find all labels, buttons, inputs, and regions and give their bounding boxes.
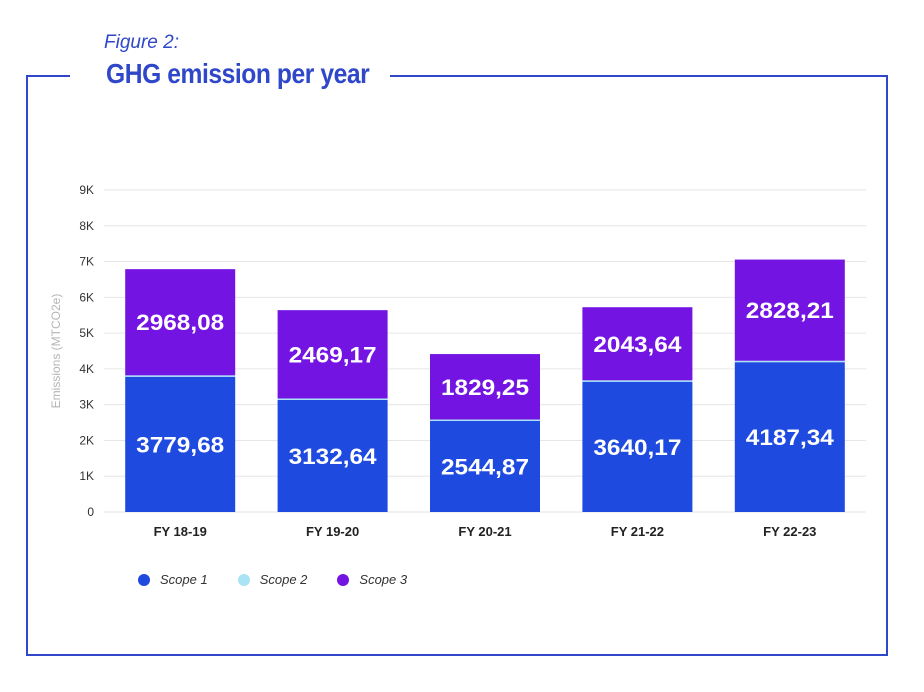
legend-swatch-scope-3 [337,573,350,586]
bar-scope-1 [734,362,845,512]
y-tick-label: 2K [79,433,94,447]
data-label: 3132,64 [289,444,378,469]
y-tick-label: 5K [79,326,94,340]
legend-label-scope-3: Scope 3 [359,572,408,587]
legend-item-scope-3: Scope 3 [337,572,407,587]
title-background [70,60,390,90]
data-label: 2828,21 [746,298,834,323]
bar-scope-3 [277,310,388,399]
chart-title: GHG emission per year [106,58,370,89]
x-tick-label: FY 22-23 [763,524,816,539]
legend-label-scope-2: Scope 2 [259,572,308,587]
bar-scope-1 [277,399,388,512]
x-tick-label: FY 20-21 [458,524,511,539]
y-tick-label: 7K [79,255,94,269]
bar-scope-3 [582,307,693,381]
chart-frame [26,75,888,656]
data-label: 3779,68 [136,432,224,457]
bar-scope-2 [430,419,540,421]
bar-scope-2 [582,380,693,382]
bar-scope-3 [125,269,236,376]
bar-scope-2 [277,398,388,400]
y-tick-label: 4K [79,362,94,376]
y-tick-label: 8K [79,219,94,233]
legend-item-scope-2: Scope 2 [237,572,308,587]
data-label: 2043,64 [593,332,682,357]
y-tick-label: 6K [79,290,94,304]
legend: Scope 1 Scope 2 Scope 3 [138,572,407,587]
y-tick-label: 1K [79,469,94,483]
data-label: 3640,17 [593,435,681,460]
legend-item-scope-1: Scope 1 [138,572,208,587]
data-label: 2544,87 [441,454,529,479]
bar-scope-2 [125,375,236,377]
bar-scope-3 [430,354,540,420]
bar-scope-1 [582,381,693,512]
y-axis-label: Emissions (MTCO2e) [49,294,63,409]
legend-swatch-scope-2 [237,573,250,586]
y-tick-label: 9K [79,183,94,197]
data-label: 2469,17 [289,342,377,367]
x-tick-label: FY 21-22 [611,524,664,539]
legend-label-scope-1: Scope 1 [160,572,208,587]
figure-label: Figure 2: [104,32,179,53]
data-label: 2968,08 [136,310,224,335]
y-tick-label: 3K [79,398,94,412]
data-label: 4187,34 [746,425,835,450]
bar-scope-1 [125,376,236,512]
y-tick-label: 0 [87,505,94,519]
legend-swatch-scope-1 [138,573,150,586]
bar-scope-3 [734,259,845,361]
data-label: 1829,25 [441,375,529,400]
bar-scope-2 [734,360,845,363]
x-tick-label: FY 19-20 [306,524,359,539]
bar-scope-1 [430,420,540,512]
x-tick-label: FY 18-19 [154,524,207,539]
